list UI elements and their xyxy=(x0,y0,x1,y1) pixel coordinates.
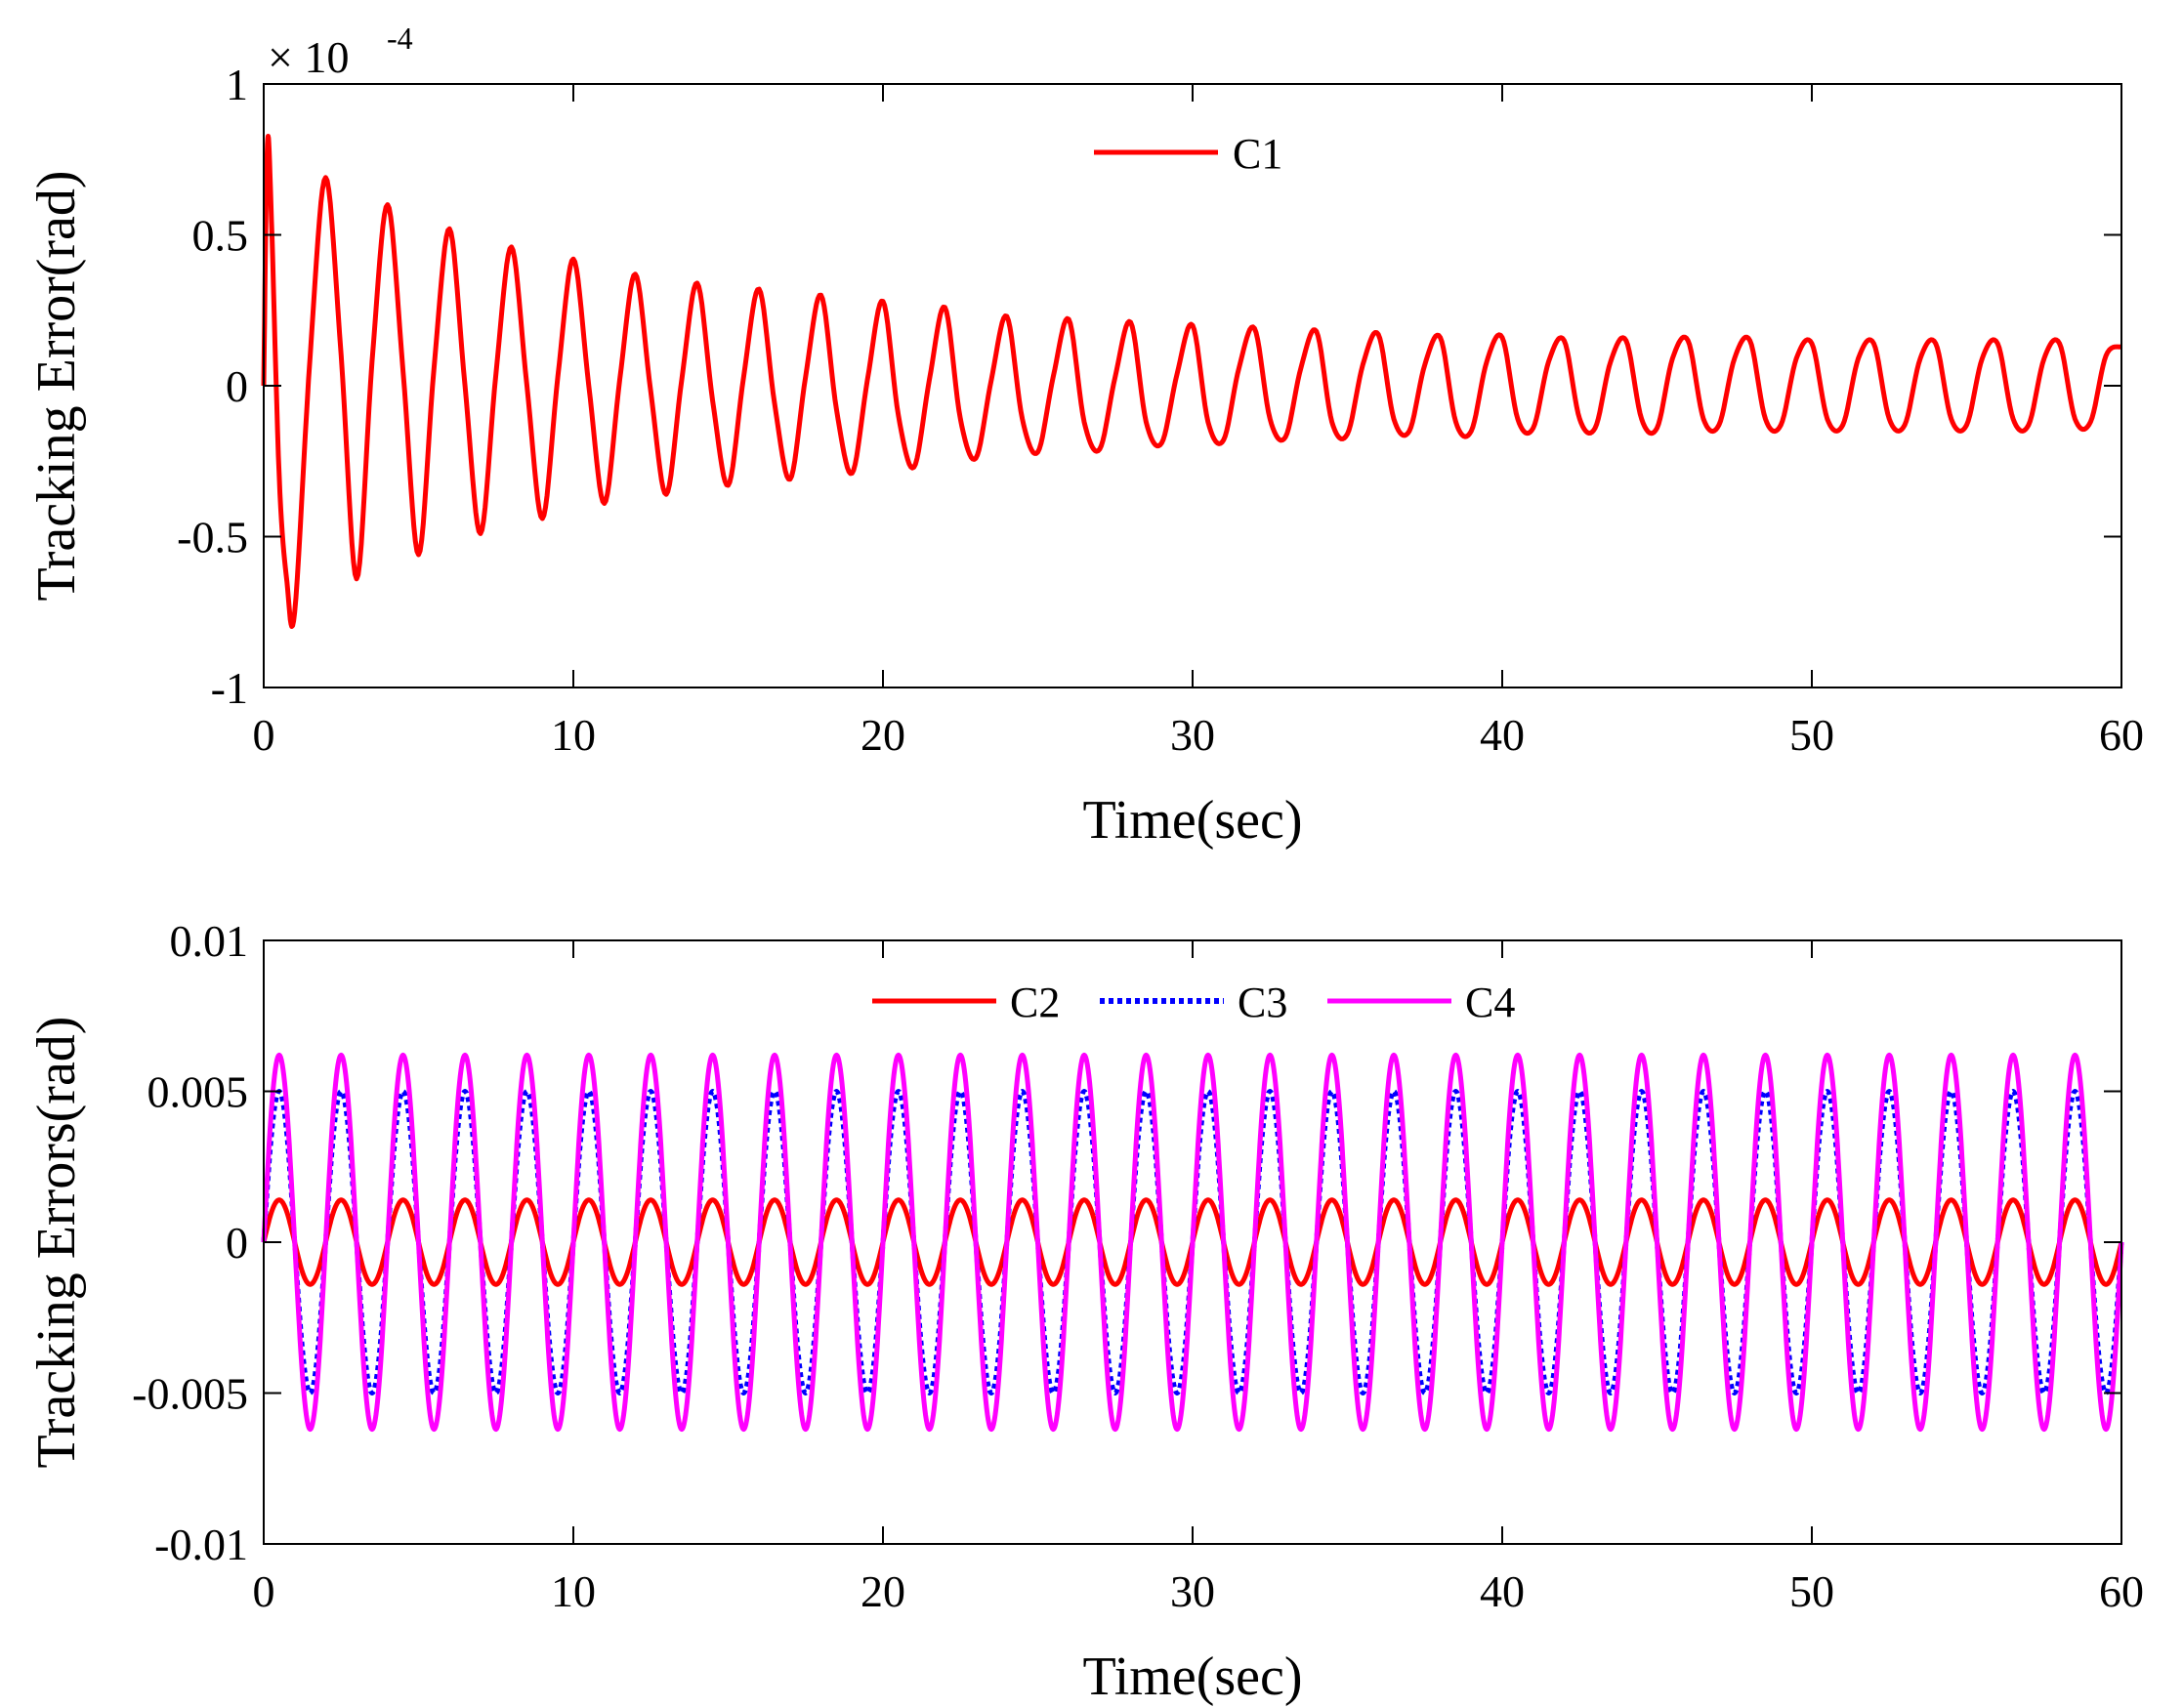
bottom-ticks-group xyxy=(263,939,2122,1545)
top-ytick-label: -0.5 xyxy=(177,513,248,562)
top-ytick-label: 1 xyxy=(226,60,248,109)
top-ytick-label: 0 xyxy=(226,361,248,411)
bottom-ytick-label: -0.01 xyxy=(154,1520,248,1569)
legend-label-c4: C4 xyxy=(1465,979,1515,1026)
bottom-xtick-label: 60 xyxy=(2099,1566,2144,1616)
top-xtick-label: 10 xyxy=(551,710,596,760)
bottom-tick-labels-group: 0 10 20 30 40 50 60 0.01 0.005 0 -0.005 -0.01 xyxy=(132,916,2144,1616)
top-xtick-label: 20 xyxy=(861,710,905,760)
bottom-y-axis-label: Tracking Errors(rad) xyxy=(26,1017,87,1469)
top-xtick-label: 0 xyxy=(253,710,275,760)
bottom-xtick-label: 10 xyxy=(551,1566,596,1616)
top-ytick-label: -1 xyxy=(211,663,248,713)
top-chart: 0 10 20 30 40 50 60 1 0.5 0 -0.5 -1 × 10 -4 Time(se… xyxy=(26,21,2144,851)
top-series-group xyxy=(261,134,2123,629)
series-c1-line xyxy=(261,134,2123,629)
legend-label-c1: C1 xyxy=(1233,130,1282,178)
top-y-exponent: × 10 -4 xyxy=(268,21,413,82)
top-xtick-label: 40 xyxy=(1480,710,1525,760)
top-ticks-group xyxy=(263,83,2122,688)
bottom-ytick-label: 0.005 xyxy=(147,1067,249,1117)
top-legend: C1 xyxy=(1094,130,1282,178)
legend-label-c2: C2 xyxy=(1010,979,1060,1026)
top-xtick-label: 60 xyxy=(2099,710,2144,760)
top-y-axis-label: Tracking Error(rad) xyxy=(26,170,87,601)
bottom-ytick-label: 0.01 xyxy=(170,916,249,966)
top-tick-labels-group: 0 10 20 30 40 50 60 1 0.5 0 -0.5 -1 xyxy=(177,60,2144,760)
series-c4-line xyxy=(261,1052,2124,1433)
top-y-exponent-power: -4 xyxy=(387,21,413,56)
top-xtick-label: 50 xyxy=(1789,710,1834,760)
top-y-exponent-base: × 10 xyxy=(268,32,349,82)
top-x-axis-label: Time(sec) xyxy=(1082,790,1302,851)
bottom-xtick-label: 40 xyxy=(1480,1566,1525,1616)
bottom-xtick-label: 0 xyxy=(253,1566,275,1616)
bottom-xtick-label: 20 xyxy=(861,1566,905,1616)
legend-label-c3: C3 xyxy=(1238,979,1287,1026)
bottom-chart: 0 10 20 30 40 50 60 0.01 0.005 0 -0.005 -0.01 Time(… xyxy=(26,916,2144,1707)
bottom-legend: C2 C3 C4 xyxy=(872,979,1515,1026)
bottom-ytick-label: 0 xyxy=(226,1218,248,1268)
bottom-xtick-label: 50 xyxy=(1789,1566,1834,1616)
bottom-xtick-label: 30 xyxy=(1170,1566,1215,1616)
bottom-series-group xyxy=(261,1052,2124,1433)
top-ytick-label: 0.5 xyxy=(192,211,249,261)
bottom-x-axis-label: Time(sec) xyxy=(1082,1646,1302,1707)
top-xtick-label: 30 xyxy=(1170,710,1215,760)
bottom-ytick-label: -0.005 xyxy=(132,1369,248,1419)
